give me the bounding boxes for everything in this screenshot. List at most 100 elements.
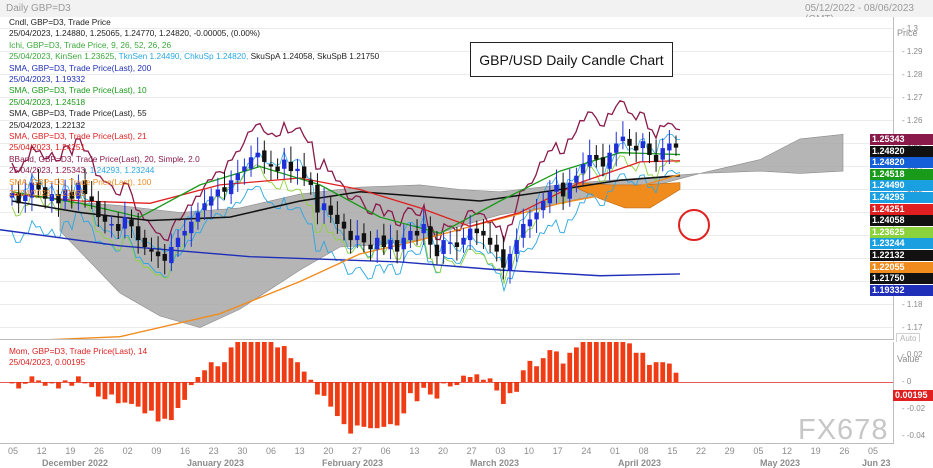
candle-body — [23, 195, 28, 201]
candle-body — [215, 189, 221, 197]
candle-body — [620, 136, 626, 142]
momentum-bar — [666, 363, 672, 383]
candle-body — [381, 235, 387, 247]
price-badge: 1.22132 — [870, 250, 933, 261]
candle-body — [228, 180, 234, 195]
momentum-bar — [520, 370, 526, 383]
momentum-bar — [135, 382, 141, 407]
candle-body — [375, 237, 380, 250]
candle-body — [600, 157, 606, 167]
price-badge: 1.22055 — [870, 261, 933, 273]
candle-body — [627, 138, 632, 146]
x-day-label: 22 — [696, 446, 707, 456]
momentum-bar — [487, 378, 493, 383]
legend-line: 25/04/2023, 1.22132 — [9, 119, 86, 130]
x-day-label: 05 — [753, 446, 764, 456]
momentum-bar — [481, 379, 486, 383]
candle-body — [408, 230, 413, 241]
legend-part: SkuSpA 1.24058, SkuSpB 1.21750 — [250, 51, 380, 62]
candle-body — [554, 184, 559, 192]
candle-body — [288, 161, 294, 172]
legend-line: SMA, GBP=D3, Trade Price(Last), 21 — [9, 131, 147, 142]
momentum-bar — [613, 335, 619, 383]
momentum-bar — [427, 382, 433, 395]
momentum-bar — [9, 382, 15, 384]
candle-body — [189, 221, 194, 234]
legend-line: SMA, GBP=D3, Trade Price(Last), 200 — [9, 62, 152, 73]
candle-body — [36, 182, 41, 190]
candle-body — [102, 214, 108, 222]
momentum-bar — [182, 382, 188, 400]
candle-body — [43, 187, 48, 199]
momentum-bar — [514, 382, 520, 392]
price-panel[interactable] — [0, 17, 894, 342]
momentum-bar — [567, 352, 573, 383]
candle-body — [335, 214, 340, 224]
x-day-label: 20 — [438, 446, 449, 456]
legend-line: 25/04/2023, 1.22055 — [9, 188, 86, 199]
candle-body — [481, 230, 486, 236]
candle-body — [647, 143, 652, 155]
momentum-bar — [248, 324, 254, 383]
momentum-bar — [268, 340, 274, 383]
momentum-bar — [295, 362, 300, 383]
momentum-chart-svg[interactable] — [0, 319, 893, 443]
candle-body — [421, 224, 426, 234]
candle-body — [521, 224, 526, 238]
momentum-tick: - -0.04 — [902, 431, 926, 441]
momentum-tick: - -0.02 — [902, 404, 926, 414]
chart-instrument-title: Daily GBP=D3 — [6, 3, 71, 14]
candle-body — [295, 168, 300, 172]
price-tick: - 1.18 — [902, 299, 923, 309]
momentum-tick: - 0 — [902, 377, 912, 387]
momentum-bar — [414, 382, 420, 402]
momentum-bar — [95, 382, 101, 397]
candle-body — [514, 240, 519, 254]
price-chart-svg[interactable] — [0, 17, 893, 342]
momentum-bar — [374, 382, 380, 429]
candle-body — [441, 240, 446, 254]
price-badge: 1.24820 — [870, 145, 933, 157]
momentum-bar — [281, 346, 287, 383]
x-day-label: 09 — [151, 446, 162, 456]
momentum-bar — [56, 382, 61, 389]
momentum-bar — [168, 382, 174, 421]
momentum-bar — [115, 382, 121, 404]
x-day-label: 08 — [638, 446, 649, 456]
x-day-label: 19 — [810, 446, 821, 456]
momentum-panel[interactable] — [0, 319, 894, 444]
candle-body — [527, 219, 533, 227]
candle-body — [580, 164, 586, 174]
candle-body — [388, 240, 393, 250]
momentum-bar — [580, 335, 586, 383]
candle-body — [155, 251, 161, 257]
price-tick: - 1.29 — [902, 46, 923, 56]
momentum-bar — [461, 375, 466, 383]
legend-line: SMA, GBP=D3, Trade Price(Last), 100 — [9, 176, 152, 187]
candle-body — [116, 224, 121, 231]
x-day-label: 27 — [352, 446, 363, 456]
candle-body — [142, 237, 147, 247]
candle-body — [487, 237, 493, 245]
momentum-bar — [467, 377, 473, 383]
fx678-watermark: FX678 — [798, 414, 889, 446]
candle-body — [308, 180, 313, 185]
momentum-bar — [122, 382, 128, 403]
momentum-bar — [42, 382, 48, 386]
candle-body — [222, 187, 227, 192]
momentum-bar — [554, 351, 559, 383]
momentum-bar — [447, 382, 453, 387]
x-day-label: 29 — [724, 446, 735, 456]
momentum-bar — [587, 325, 593, 383]
candle-body — [574, 175, 579, 183]
legend-line: Cndl, GBP=D3, Trade Price — [9, 17, 111, 27]
momentum-bar — [408, 382, 413, 394]
momentum-legend-value: 25/04/2023, 0.00195 — [9, 357, 86, 367]
momentum-bar — [202, 370, 207, 383]
candle-body — [76, 182, 81, 199]
momentum-bar — [540, 358, 546, 383]
momentum-badge: 0.00195 — [893, 390, 933, 401]
candle-body — [341, 221, 347, 229]
momentum-bar — [69, 382, 75, 386]
momentum-bar — [640, 352, 646, 383]
